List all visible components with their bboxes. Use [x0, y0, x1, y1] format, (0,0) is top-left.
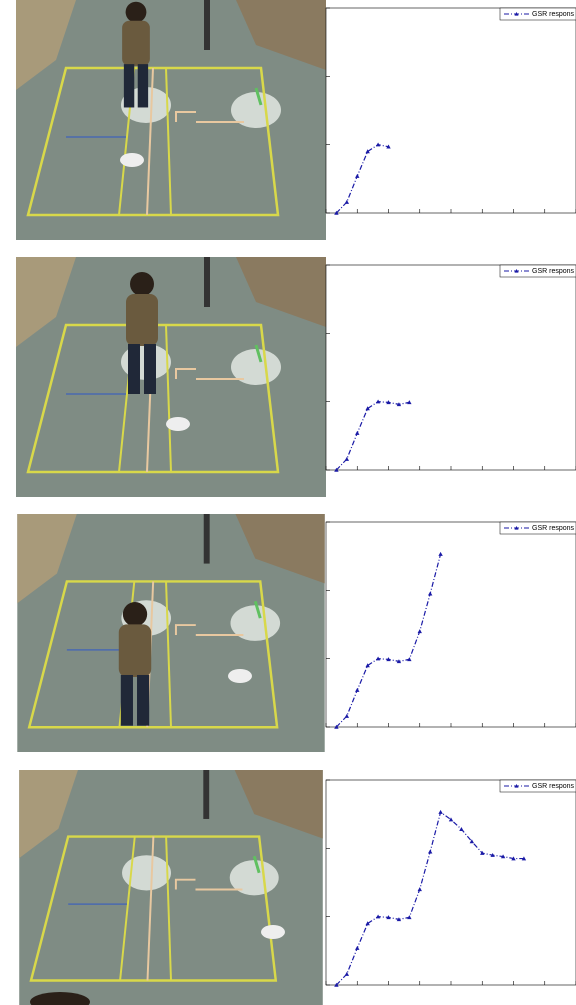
- legend-label: GSR respons: [532, 11, 575, 18]
- legend-label: GSR respons: [532, 525, 575, 532]
- photo: [17, 514, 324, 752]
- figure: GSR respons GSR respons GSR respons GSR res…: [0, 0, 576, 1005]
- photo: [19, 770, 323, 1005]
- chart: GSR respons: [326, 780, 576, 987]
- legend-label: GSR respons: [532, 783, 575, 790]
- plot-area: [326, 780, 576, 985]
- plot-area: [326, 522, 576, 727]
- chart: GSR respons: [326, 265, 576, 472]
- photo: [16, 0, 326, 240]
- plot-area: [326, 8, 576, 213]
- chart: GSR respons: [326, 522, 576, 729]
- chart: GSR respons: [326, 8, 576, 215]
- plot-area: [326, 265, 576, 470]
- photo: [16, 257, 326, 497]
- page: {"chart_data": [ {"type": "line", "xlim"…: [0, 0, 576, 1005]
- legend-label: GSR respons: [532, 268, 575, 275]
